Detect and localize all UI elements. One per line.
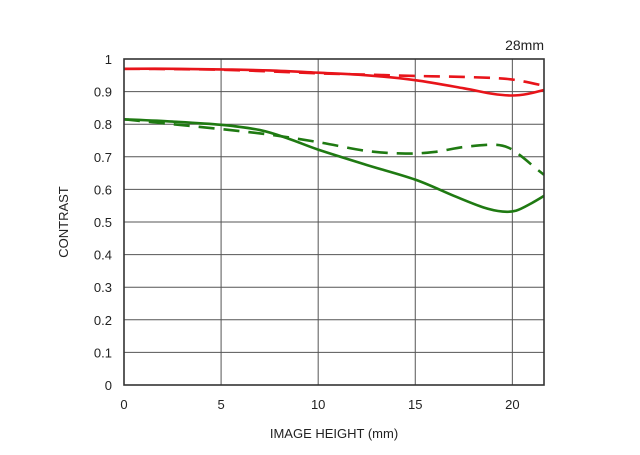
x-tick-labels: 0 5 10 15 20 [120,397,519,412]
x-tick-label: 5 [217,397,224,412]
series-line-red-dashed [123,67,545,88]
y-tick-label: 0.1 [94,345,112,360]
y-tick-label: 0.3 [94,280,112,295]
y-tick-label: 1 [105,52,112,67]
chart-title: 28mm [505,37,544,53]
y-tick-label: 0.2 [94,313,112,328]
x-tick-label: 20 [505,397,519,412]
series-line-red-solid [123,67,545,97]
y-tick-label: 0.6 [94,182,112,197]
x-axis-label: IMAGE HEIGHT (mm) [270,426,398,441]
plot-frame [123,58,545,386]
y-tick-label: 0 [105,378,112,393]
series-line-green-dashed [123,118,545,176]
series-line-green-solid [123,118,545,214]
x-tick-label: 15 [408,397,422,412]
y-tick-label: 0.9 [94,85,112,100]
data-series [123,67,545,214]
y-tick-labels: 0 0.1 0.2 0.3 0.4 0.5 0.6 0.7 0.8 0.9 1 [94,52,112,393]
y-tick-label: 0.4 [94,248,112,263]
grid-lines [123,58,544,386]
x-tick-label: 10 [311,397,325,412]
x-tick-label: 0 [120,397,127,412]
y-tick-label: 0.7 [94,150,112,165]
y-tick-label: 0.5 [94,215,112,230]
y-tick-label: 0.8 [94,117,112,132]
y-axis-label: CONTRAST [56,186,71,258]
